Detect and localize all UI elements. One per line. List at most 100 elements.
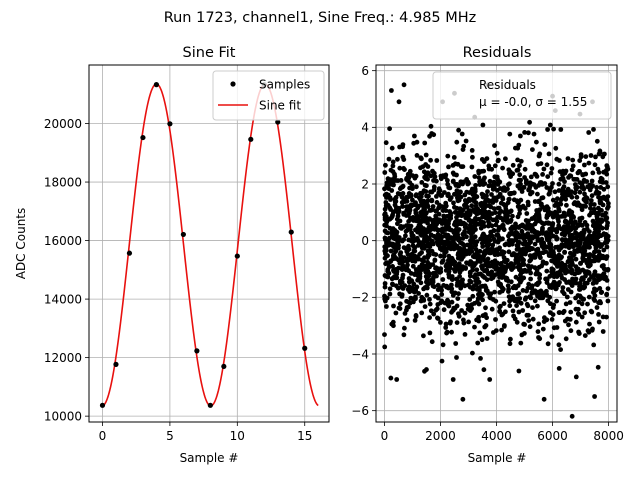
residual-point bbox=[412, 133, 417, 139]
residual-point bbox=[577, 158, 583, 164]
residual-point bbox=[396, 99, 402, 105]
residual-point bbox=[558, 347, 563, 352]
residual-point bbox=[383, 261, 388, 267]
residual-point bbox=[481, 367, 487, 373]
residual-point bbox=[464, 204, 470, 210]
residual-point bbox=[497, 308, 503, 314]
residual-point bbox=[513, 145, 518, 151]
residual-point bbox=[542, 207, 548, 213]
residual-point bbox=[430, 262, 436, 267]
residual-point bbox=[573, 280, 579, 286]
residual-point bbox=[464, 189, 470, 195]
residual-point bbox=[592, 293, 598, 298]
residual-point bbox=[576, 299, 582, 305]
residual-point bbox=[447, 240, 453, 246]
residual-point bbox=[504, 215, 509, 221]
residual-point bbox=[397, 165, 403, 171]
residual-point bbox=[453, 227, 458, 233]
residual-point bbox=[450, 377, 456, 382]
residual-point bbox=[489, 306, 495, 312]
residual-point bbox=[565, 156, 571, 162]
residual-point bbox=[426, 248, 432, 254]
residuals-xtick-label: 2000 bbox=[425, 429, 456, 443]
residual-point bbox=[594, 138, 600, 144]
residual-point bbox=[438, 253, 443, 259]
sine-fit-ytick-label: 14000 bbox=[44, 292, 82, 306]
residual-point bbox=[575, 270, 581, 276]
residuals-title: Residuals bbox=[463, 45, 532, 61]
residual-point bbox=[554, 298, 559, 304]
residual-point bbox=[452, 191, 457, 197]
residual-point bbox=[469, 260, 475, 266]
residual-point bbox=[559, 237, 565, 242]
residual-point bbox=[434, 239, 440, 245]
residual-point bbox=[409, 278, 415, 284]
residual-point bbox=[495, 232, 501, 238]
residual-point bbox=[391, 303, 396, 309]
residual-point bbox=[459, 241, 465, 246]
residual-point bbox=[545, 127, 550, 132]
residual-point bbox=[550, 181, 555, 186]
residual-point bbox=[510, 308, 516, 314]
residual-point bbox=[596, 319, 602, 325]
residual-point bbox=[565, 316, 570, 322]
residual-point bbox=[508, 217, 514, 223]
residual-point bbox=[496, 157, 501, 163]
residual-point bbox=[388, 259, 393, 264]
residual-point bbox=[424, 285, 430, 291]
sine-fit-ticks: 0 5 10 15 10000 12000 14000 16000 18000 20000 bbox=[44, 117, 313, 443]
residuals-panel: Residuals 0 2000 4000 6000 8000 −6 −4 −2 0 2 4 6 Sa… bbox=[351, 45, 624, 465]
residual-point bbox=[526, 241, 532, 247]
residual-point bbox=[416, 291, 421, 296]
residual-point bbox=[398, 185, 404, 191]
residual-point bbox=[484, 336, 490, 341]
residual-point bbox=[427, 301, 433, 307]
residual-point bbox=[578, 234, 583, 240]
residual-point bbox=[393, 205, 399, 210]
residual-point bbox=[535, 303, 540, 309]
residual-point bbox=[510, 224, 515, 230]
residual-point bbox=[418, 298, 424, 304]
residual-point bbox=[392, 256, 398, 261]
residual-point bbox=[474, 205, 480, 211]
sine-fit-ylabel: ADC Counts bbox=[14, 208, 28, 280]
residual-point bbox=[530, 316, 536, 322]
residual-point bbox=[593, 255, 599, 261]
residuals-ytick-label: 2 bbox=[361, 177, 369, 191]
residual-point bbox=[506, 196, 512, 202]
residual-point bbox=[412, 318, 418, 323]
residual-point bbox=[460, 251, 465, 257]
residual-point bbox=[478, 259, 483, 264]
residual-point bbox=[527, 294, 533, 300]
residual-point bbox=[454, 283, 460, 288]
residual-point bbox=[466, 282, 471, 288]
residual-point bbox=[580, 172, 585, 177]
residual-point bbox=[555, 196, 560, 202]
residual-point bbox=[571, 201, 577, 207]
residual-point bbox=[403, 233, 408, 239]
residual-point bbox=[523, 178, 529, 183]
residual-point bbox=[423, 172, 429, 177]
residual-point bbox=[568, 218, 574, 224]
residual-point bbox=[599, 176, 605, 182]
residual-point bbox=[586, 130, 592, 135]
residual-point bbox=[586, 329, 592, 335]
residuals-xtick-label: 6000 bbox=[537, 429, 568, 443]
residual-point bbox=[425, 176, 430, 182]
residual-point bbox=[416, 203, 422, 209]
residual-point bbox=[492, 289, 497, 295]
residual-point bbox=[547, 245, 552, 251]
residual-point bbox=[568, 289, 574, 295]
sample-point bbox=[180, 231, 186, 238]
residual-point bbox=[472, 193, 477, 198]
residual-point bbox=[390, 159, 396, 165]
residual-point bbox=[604, 244, 610, 250]
residual-point bbox=[447, 209, 452, 214]
residual-point bbox=[385, 216, 390, 222]
sample-point bbox=[113, 361, 119, 367]
residual-point bbox=[594, 305, 600, 310]
residual-point bbox=[525, 303, 531, 309]
residual-point bbox=[596, 151, 602, 157]
residual-point bbox=[470, 267, 476, 273]
residual-point bbox=[463, 138, 469, 144]
